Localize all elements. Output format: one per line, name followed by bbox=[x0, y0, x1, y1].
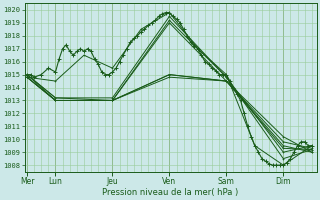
X-axis label: Pression niveau de la mer( hPa ): Pression niveau de la mer( hPa ) bbox=[102, 188, 239, 197]
